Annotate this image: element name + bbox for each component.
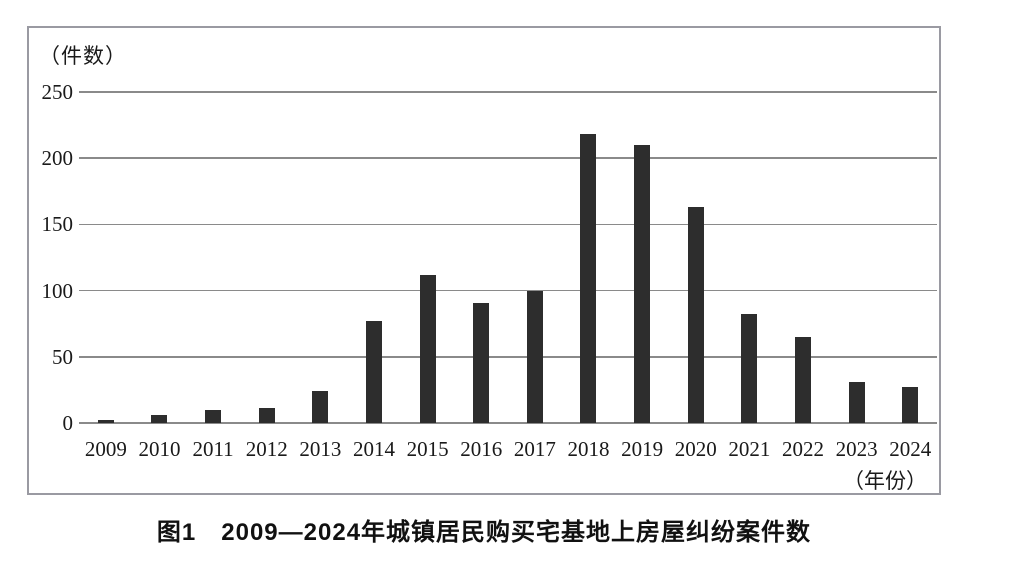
bar-2011 xyxy=(205,409,222,423)
bar-2020 xyxy=(687,207,704,423)
y-tick-label: 150 xyxy=(41,212,74,237)
bar-2016 xyxy=(473,302,490,423)
gridline-y-0 xyxy=(79,422,937,424)
bar-2013 xyxy=(312,391,329,423)
gridline-y-150 xyxy=(79,223,937,226)
x-tick-label-2020: 2020 xyxy=(674,437,717,461)
y-tick-label: 0 xyxy=(62,411,74,435)
bar-2023 xyxy=(848,381,865,423)
x-tick-label-2015: 2015 xyxy=(406,437,449,461)
x-tick-label-2014: 2014 xyxy=(352,437,395,461)
bar-2022 xyxy=(794,336,811,423)
y-tick-label: 100 xyxy=(41,278,74,303)
x-tick-label-2022: 2022 xyxy=(781,437,824,461)
bar-2010 xyxy=(151,415,168,423)
gridline-y-100 xyxy=(79,289,937,292)
gridline-y-200 xyxy=(79,157,937,159)
bar-2021 xyxy=(741,314,758,423)
bar-2019 xyxy=(634,144,651,423)
bar-2012 xyxy=(258,408,275,423)
x-tick-label-2019: 2019 xyxy=(621,437,664,461)
y-tick-label: 50 xyxy=(52,344,73,369)
x-tick-label-2023: 2023 xyxy=(835,437,878,461)
x-tick-label-2017: 2017 xyxy=(513,437,556,461)
gridline-y-250 xyxy=(79,91,937,93)
x-tick-label-2011: 2011 xyxy=(192,437,234,461)
bar-2009 xyxy=(97,420,114,423)
y-axis-unit-label: （件数） xyxy=(39,44,127,68)
figure-caption: 图1 2009—2024年城镇居民购买宅基地上房屋纠纷案件数 xyxy=(156,519,812,546)
bar-2017 xyxy=(526,290,543,423)
x-tick-label-2012: 2012 xyxy=(245,437,288,461)
x-tick-label-2010: 2010 xyxy=(138,437,181,461)
chart-frame: （件数） 0 50 100 150 200 250 2009 2010 2011 2012 2013… xyxy=(27,26,941,495)
gridline-y-50 xyxy=(79,356,937,358)
bar-2014 xyxy=(365,321,382,423)
x-tick-label-2013: 2013 xyxy=(299,437,342,461)
bar-2018 xyxy=(580,134,597,423)
x-tick-label-2021: 2021 xyxy=(728,437,771,461)
x-axis-unit-label: （年份） xyxy=(843,469,927,493)
x-tick-label-2016: 2016 xyxy=(460,437,503,461)
x-tick-label-2024: 2024 xyxy=(889,437,932,461)
x-tick-label-2018: 2018 xyxy=(567,437,610,461)
y-tick-label: 200 xyxy=(41,146,74,171)
bar-2024 xyxy=(902,387,919,423)
bar-2015 xyxy=(419,274,436,423)
x-tick-label-2009: 2009 xyxy=(84,437,127,461)
y-tick-label: 250 xyxy=(41,80,74,104)
